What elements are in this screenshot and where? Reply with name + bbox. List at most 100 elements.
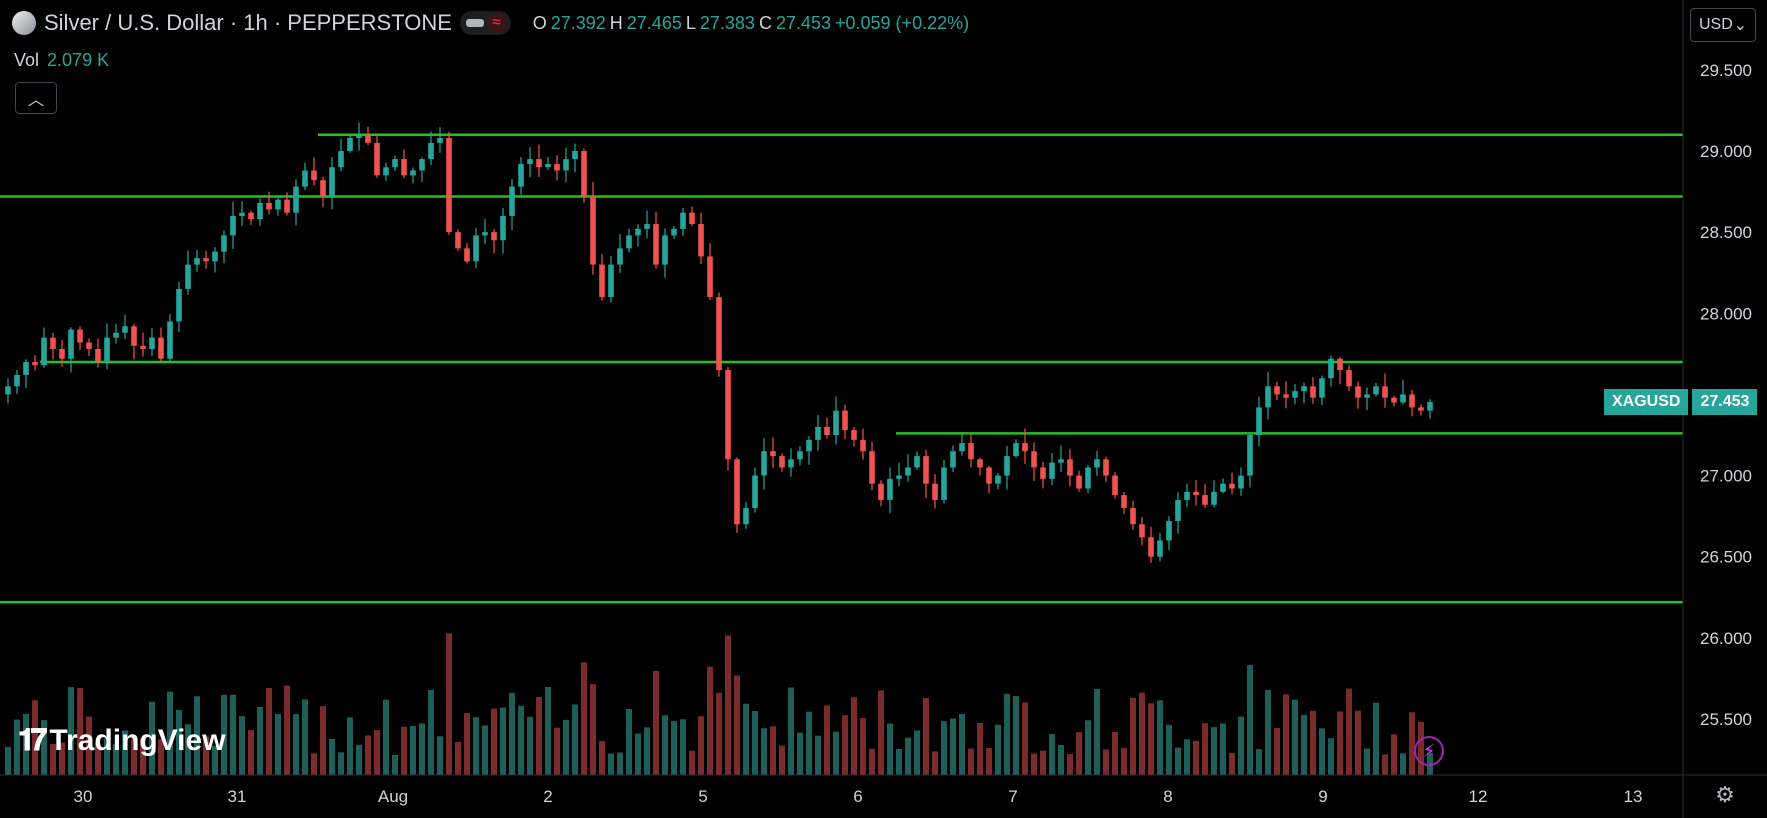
candle-body[interactable] <box>374 142 380 176</box>
candle-body[interactable] <box>1085 467 1091 489</box>
candle-body[interactable] <box>311 170 317 181</box>
candle-body[interactable] <box>329 167 335 197</box>
candle-body[interactable] <box>590 196 596 265</box>
candle-body[interactable] <box>1013 443 1019 457</box>
indicator-badge[interactable]: ≈ <box>459 11 511 35</box>
candle-body[interactable] <box>1373 386 1379 395</box>
candle-body[interactable] <box>1202 495 1208 505</box>
candle-body[interactable] <box>203 258 209 262</box>
candle-body[interactable] <box>752 475 758 509</box>
candle-body[interactable] <box>1310 386 1316 398</box>
candle-body[interactable] <box>1040 467 1046 479</box>
candle-body[interactable] <box>5 386 11 395</box>
candle-body[interactable] <box>1022 443 1028 452</box>
candle-body[interactable] <box>509 186 515 216</box>
candle-body[interactable] <box>347 138 353 151</box>
candle-body[interactable] <box>185 264 191 289</box>
currency-select[interactable]: USD ⌄ <box>1690 8 1756 42</box>
candle-body[interactable] <box>59 348 65 359</box>
candle-body[interactable] <box>1031 451 1037 468</box>
candle-body[interactable] <box>770 451 776 457</box>
candle-body[interactable] <box>572 151 578 160</box>
candle-body[interactable] <box>608 264 614 298</box>
candle-body[interactable] <box>707 256 713 298</box>
candle-body[interactable] <box>176 288 182 322</box>
candle-body[interactable] <box>167 321 173 359</box>
candle-body[interactable] <box>1247 435 1253 476</box>
candle-body[interactable] <box>1400 394 1406 403</box>
candle-body[interactable] <box>140 345 146 349</box>
candle-body[interactable] <box>1409 394 1415 408</box>
candle-body[interactable] <box>788 459 794 468</box>
candle-body[interactable] <box>221 235 227 252</box>
candle-body[interactable] <box>626 235 632 249</box>
candle-body[interactable] <box>689 212 695 225</box>
candle-body[interactable] <box>95 348 101 362</box>
symbol-title[interactable]: Silver / U.S. Dollar · 1h · PEPPERSTONE <box>44 10 452 35</box>
candle-body[interactable] <box>905 467 911 476</box>
candle-body[interactable] <box>545 163 551 168</box>
candle-body[interactable] <box>437 138 443 143</box>
candle-body[interactable] <box>518 163 524 187</box>
candle-body[interactable] <box>284 199 290 213</box>
candle-body[interactable] <box>761 451 767 476</box>
wave-icon[interactable]: ≈ <box>487 14 505 32</box>
candle-body[interactable] <box>293 186 299 213</box>
candle-body[interactable] <box>1175 499 1181 522</box>
candle-body[interactable] <box>1121 495 1127 509</box>
candle-body[interactable] <box>1184 491 1190 500</box>
candle-body[interactable] <box>1058 459 1064 463</box>
candle-body[interactable] <box>1229 483 1235 489</box>
candle-body[interactable] <box>806 439 812 452</box>
candle-body[interactable] <box>1265 386 1271 408</box>
candle-body[interactable] <box>653 224 659 265</box>
eye-toggle-icon[interactable] <box>465 19 484 27</box>
candle-body[interactable] <box>1220 483 1226 492</box>
candle-body[interactable] <box>635 228 641 236</box>
candle-body[interactable] <box>527 159 533 164</box>
candle-body[interactable] <box>1301 386 1307 392</box>
candle-body[interactable] <box>599 264 605 298</box>
candle-body[interactable] <box>887 478 893 500</box>
candle-body[interactable] <box>1382 386 1388 398</box>
candle-body[interactable] <box>563 159 569 171</box>
candle-body[interactable] <box>428 142 434 160</box>
candle-body[interactable] <box>1157 540 1163 557</box>
candle-body[interactable] <box>1166 521 1172 541</box>
candle-body[interactable] <box>797 451 803 460</box>
settings-gear-icon[interactable]: ⚙ <box>1715 782 1735 807</box>
candle-body[interactable] <box>716 297 722 371</box>
candle-body[interactable] <box>194 258 200 265</box>
candle-body[interactable] <box>1292 391 1298 398</box>
candle-body[interactable] <box>113 332 119 338</box>
candle-body[interactable] <box>1418 407 1424 411</box>
candle-body[interactable] <box>1355 386 1361 398</box>
candle-body[interactable] <box>923 456 929 484</box>
candle-body[interactable] <box>1130 508 1136 525</box>
candle-body[interactable] <box>1094 459 1100 468</box>
candle-body[interactable] <box>1112 475 1118 496</box>
candle-body[interactable] <box>122 326 128 333</box>
candle-body[interactable] <box>680 212 686 229</box>
candle-body[interactable] <box>896 475 902 479</box>
candle-body[interactable] <box>869 451 875 484</box>
candle-body[interactable] <box>968 443 974 460</box>
candle-body[interactable] <box>50 337 56 349</box>
candle-body[interactable] <box>68 329 74 359</box>
candle-body[interactable] <box>986 467 992 484</box>
candle-body[interactable] <box>581 151 587 197</box>
candle-body[interactable] <box>230 215 236 236</box>
candle-body[interactable] <box>410 170 416 176</box>
candle-body[interactable] <box>1337 358 1343 371</box>
candle-body[interactable] <box>32 361 38 366</box>
candle-body[interactable] <box>248 212 254 220</box>
candle-body[interactable] <box>419 159 425 171</box>
candle-body[interactable] <box>725 370 731 460</box>
candle-body[interactable] <box>1211 491 1217 505</box>
candle-body[interactable] <box>977 459 983 468</box>
candle-body[interactable] <box>1076 475 1082 489</box>
candle-body[interactable] <box>617 248 623 265</box>
candle-body[interactable] <box>266 202 272 210</box>
candle-body[interactable] <box>86 342 92 349</box>
candle-body[interactable] <box>23 361 29 375</box>
